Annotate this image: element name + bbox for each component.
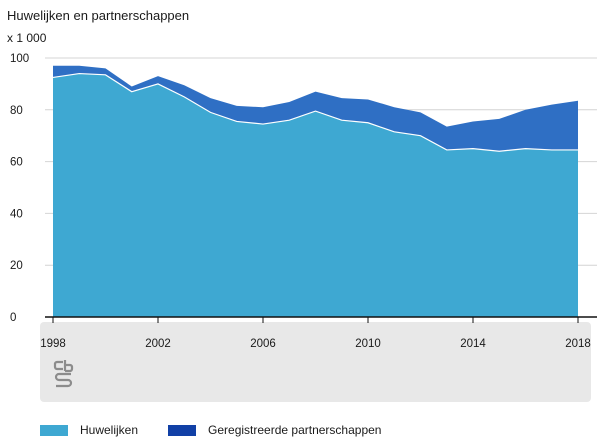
legend-item-partnerschappen: Geregistreerde partnerschappen xyxy=(168,423,381,437)
y-tick-label: 40 xyxy=(10,208,23,220)
chart-title: Huwelijken en partnerschappen xyxy=(7,8,190,23)
unit-label: x 1 000 xyxy=(7,31,47,45)
area-geregistreerde-partnerschappen xyxy=(53,65,578,152)
x-tick-label: 2006 xyxy=(250,338,276,350)
y-tick-label: 80 xyxy=(10,105,23,117)
legend-swatch-partnerschappen xyxy=(168,424,197,436)
series-divider-line xyxy=(52,72,578,152)
footer-panel xyxy=(40,322,591,402)
area-huwelijken xyxy=(53,73,578,317)
x-tick-label: 2018 xyxy=(565,338,591,350)
x-tick-label: 2010 xyxy=(355,338,381,350)
y-tick-label: 20 xyxy=(10,260,23,272)
legend-label-partnerschappen: Geregistreerde partnerschappen xyxy=(208,423,382,437)
x-tick-label: 2002 xyxy=(145,338,171,350)
legend: Huwelijken Geregistreerde partnerschappe… xyxy=(40,423,411,437)
x-tick-label: 1998 xyxy=(40,338,66,350)
legend-item-huwelijken: Huwelijken xyxy=(40,423,138,437)
cbs-logo xyxy=(53,360,74,388)
y-tick-label: 60 xyxy=(10,157,23,169)
y-tick-label: 100 xyxy=(10,53,29,65)
x-tick-label: 2014 xyxy=(460,338,486,350)
legend-label-huwelijken: Huwelijken xyxy=(80,423,139,437)
legend-swatch-huwelijken xyxy=(40,424,68,436)
y-tick-label: 0 xyxy=(10,312,16,324)
